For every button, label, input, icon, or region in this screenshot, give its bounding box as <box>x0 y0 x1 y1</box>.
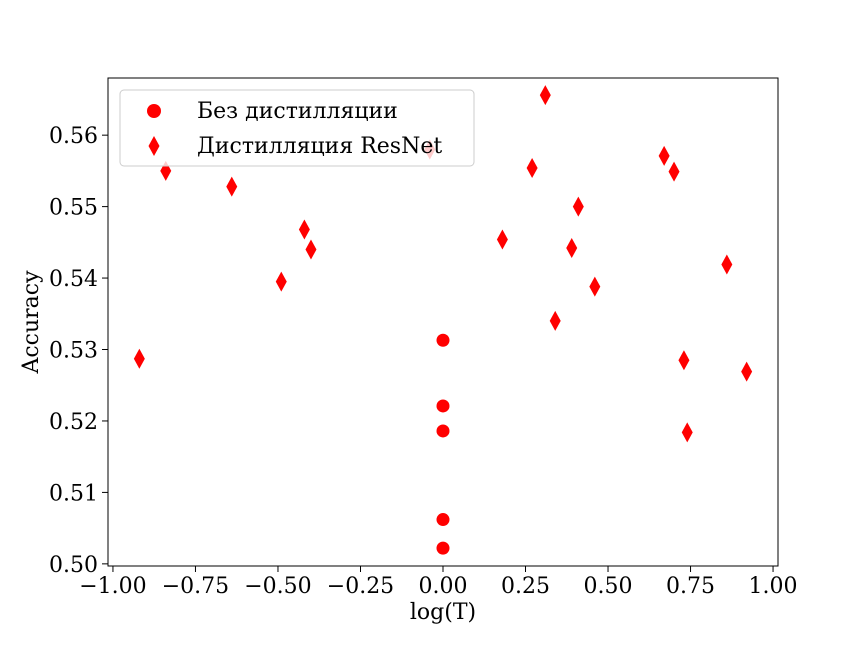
x-axis-ticks: −1.00 −0.75 −0.50 −0.25 0.00 0.25 0.50 0.75 1.00 <box>79 566 798 599</box>
point-baseline <box>436 424 450 438</box>
point-distillation <box>678 350 690 371</box>
point-distillation <box>681 422 693 443</box>
y-tick-label: 0.51 <box>49 481 98 506</box>
legend: Без дистилляции Дистилляция ResNet <box>119 89 475 167</box>
point-baseline <box>436 399 450 413</box>
legend-label-baseline: Без дистилляции <box>197 99 398 124</box>
x-tick-label: 0.75 <box>666 574 715 599</box>
point-distillation <box>305 239 317 260</box>
y-tick-label: 0.56 <box>49 124 98 149</box>
y-tick-label: 0.53 <box>49 339 98 364</box>
x-tick-label: −1.00 <box>79 574 146 599</box>
x-tick-label: −0.50 <box>244 574 311 599</box>
data-points <box>133 85 753 555</box>
point-baseline <box>436 541 450 555</box>
x-tick-label: −0.25 <box>327 574 394 599</box>
point-distillation <box>226 176 238 197</box>
point-baseline <box>436 513 450 527</box>
point-baseline <box>436 333 450 347</box>
plot-frame <box>107 77 779 567</box>
y-tick-label: 0.54 <box>49 267 98 292</box>
legend-box <box>119 89 475 167</box>
point-distillation <box>549 310 561 331</box>
x-axis-label: log(T) <box>410 600 476 625</box>
point-distillation <box>589 276 601 297</box>
point-distillation <box>658 145 670 166</box>
x-tick-label: −0.75 <box>162 574 229 599</box>
point-distillation <box>298 219 310 240</box>
legend-label-distillation: Дистилляция ResNet <box>197 134 442 159</box>
x-tick-label: 0.00 <box>419 574 468 599</box>
point-distillation <box>721 254 733 275</box>
point-distillation <box>496 229 508 250</box>
legend-diamond-marker <box>148 136 160 156</box>
y-axis-ticks: 0.50 0.51 0.52 0.53 0.54 0.55 0.56 <box>49 124 108 578</box>
point-distillation <box>539 85 551 106</box>
x-tick-label: 1.00 <box>749 574 798 599</box>
point-distillation <box>668 161 680 182</box>
y-tick-label: 0.55 <box>49 196 98 221</box>
point-distillation <box>572 196 584 217</box>
point-distillation <box>275 271 287 292</box>
x-tick-label: 0.25 <box>501 574 550 599</box>
y-tick-label: 0.50 <box>49 553 98 578</box>
y-axis-label: Accuracy <box>19 270 44 375</box>
legend-circle-marker <box>147 104 161 118</box>
point-distillation <box>133 348 145 369</box>
point-distillation <box>741 361 753 382</box>
point-distillation <box>526 158 538 179</box>
point-distillation <box>566 238 578 259</box>
y-tick-label: 0.52 <box>49 410 98 435</box>
x-tick-label: 0.50 <box>584 574 633 599</box>
